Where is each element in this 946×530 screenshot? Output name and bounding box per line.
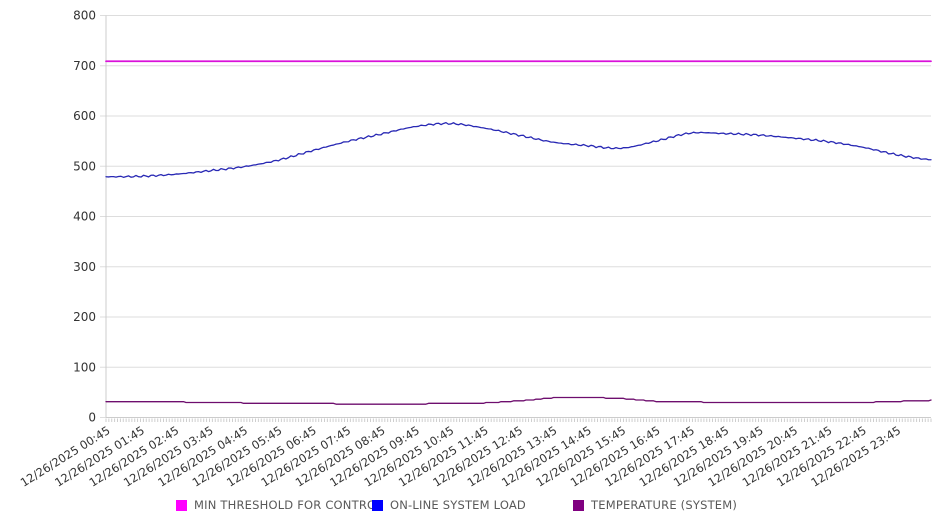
legend-swatch-temperature-system-icon	[573, 499, 584, 511]
y-tick-label: 700	[73, 59, 96, 73]
chart-legend: MIN THRESHOLD FOR CONTROL ON-LINE SYSTEM…	[176, 498, 737, 512]
y-tick-label: 500	[73, 159, 96, 173]
legend-label-min-threshold: MIN THRESHOLD FOR CONTROL	[194, 498, 383, 512]
legend-item-temperature-system[interactable]: TEMPERATURE (SYSTEM)	[573, 498, 737, 512]
legend-item-online-system-load[interactable]: ON-LINE SYSTEM LOAD	[372, 498, 573, 512]
legend-swatch-min-threshold-icon	[176, 499, 187, 511]
legend-swatch-online-system-load-icon	[372, 499, 383, 511]
y-tick-label: 800	[73, 9, 96, 23]
legend-item-min-threshold[interactable]: MIN THRESHOLD FOR CONTROL	[176, 498, 383, 512]
y-tick-label: 300	[73, 260, 96, 274]
y-tick-label: 600	[73, 109, 96, 123]
series-line-2	[105, 396, 932, 405]
y-tick-label: 200	[73, 310, 96, 324]
y-tick-label: 100	[73, 360, 96, 374]
y-tick-label: 0	[88, 411, 96, 425]
series-line-1	[105, 121, 932, 178]
legend-label-temperature-system: TEMPERATURE (SYSTEM)	[591, 498, 738, 512]
y-tick-label: 400	[73, 210, 96, 224]
legend-label-online-system-load: ON-LINE SYSTEM LOAD	[390, 498, 526, 512]
